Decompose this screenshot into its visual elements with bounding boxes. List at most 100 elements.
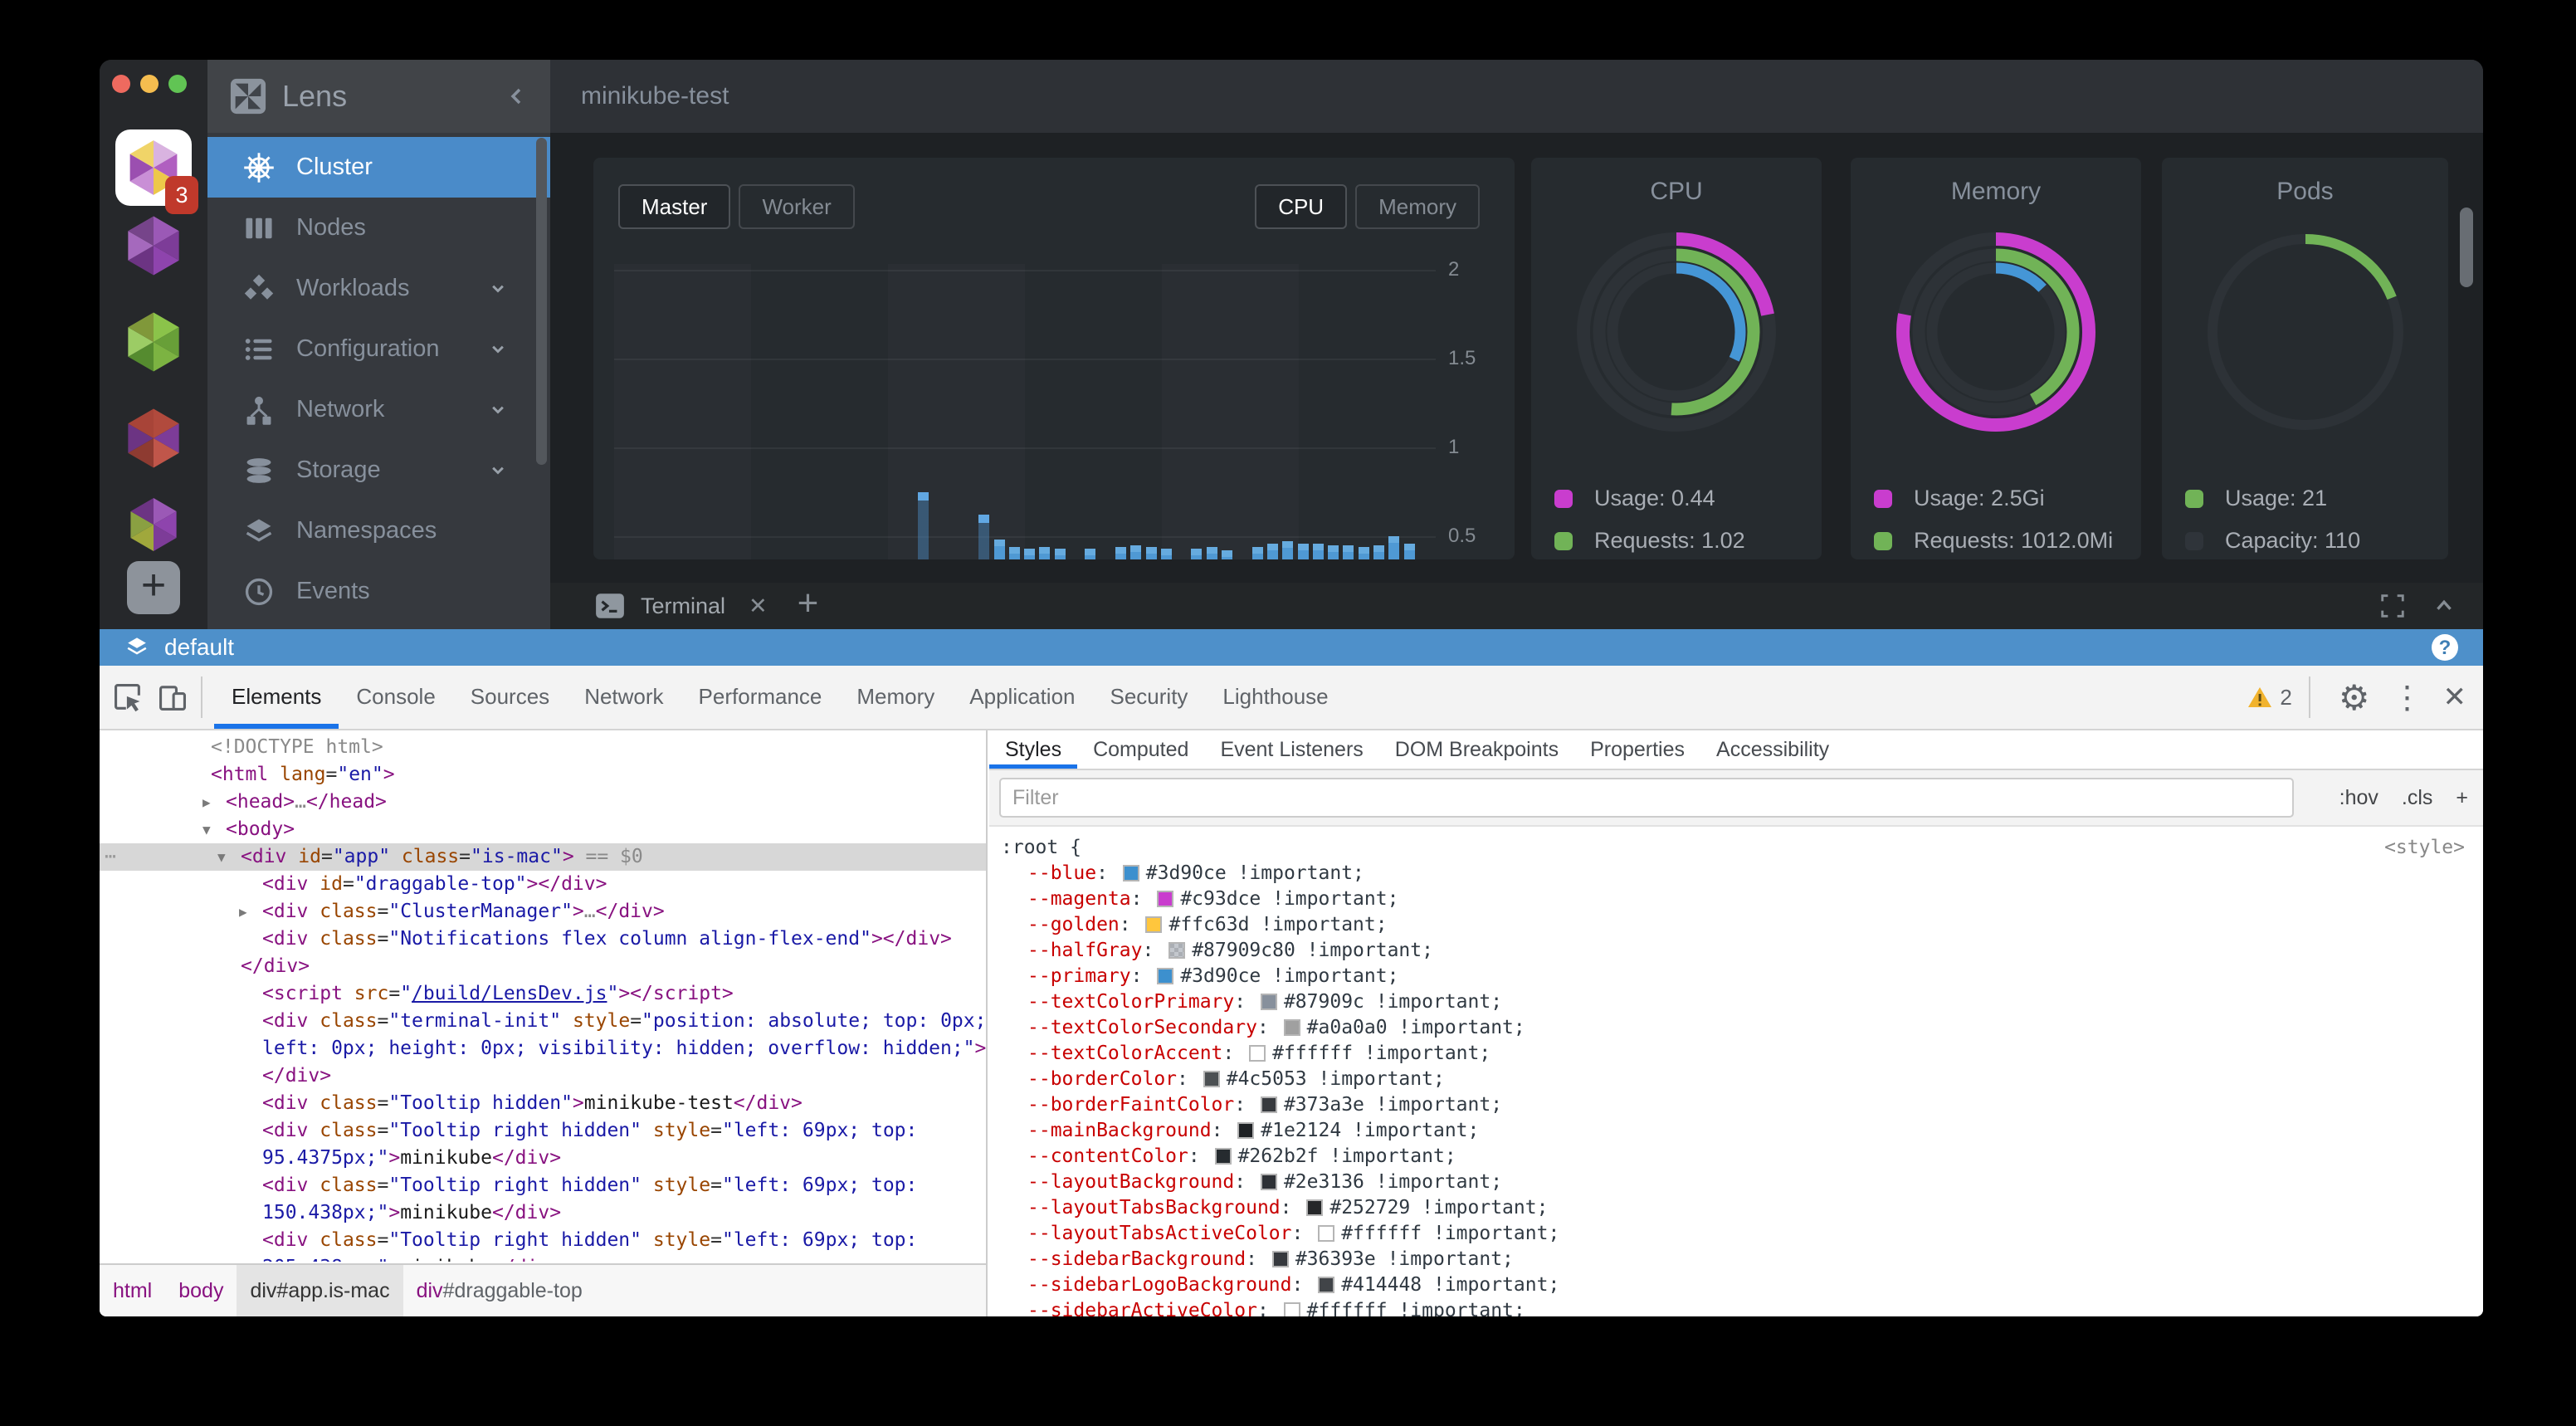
color-swatch[interactable] <box>1283 1019 1300 1036</box>
node-filter-master-button[interactable]: Master <box>618 184 731 229</box>
css-variable-row[interactable]: --layoutBackground: #2e3136 !important; <box>1027 1171 1503 1193</box>
css-variable-row[interactable]: --borderColor: #4c5053 !important; <box>1027 1068 1445 1090</box>
devtools-tab-memory[interactable]: Memory <box>856 684 935 709</box>
dom-tree-node[interactable]: <div class="Notifications flex column al… <box>262 928 952 950</box>
cluster-1-icon[interactable]: 3 <box>115 129 198 214</box>
expanded-arrow-icon[interactable]: ▼ <box>202 822 211 838</box>
css-variable-row[interactable]: --sidebarBackground: #36393e !important; <box>1027 1248 1514 1270</box>
dom-tree-node[interactable]: <div class="terminal-init" style="positi… <box>262 1010 986 1032</box>
color-swatch[interactable] <box>1318 1225 1335 1242</box>
css-variable-row[interactable]: --layoutTabsActiveColor: #ffffff !import… <box>1027 1223 1560 1244</box>
color-swatch[interactable] <box>1214 1148 1232 1165</box>
dom-tree-node[interactable]: <div id="draggable-top"></div> <box>262 873 607 895</box>
breadcrumb-item[interactable]: div #draggable-top <box>416 1278 583 1302</box>
sidebar-item-network[interactable]: Network <box>207 379 550 440</box>
terminal-close-icon[interactable]: ✕ <box>749 593 768 618</box>
expanded-arrow-icon[interactable]: ▼ <box>217 849 226 865</box>
css-variable-row[interactable]: --golden: #ffc63d !important; <box>1027 914 1388 935</box>
chevron-down-icon[interactable] <box>485 337 510 362</box>
dom-tree-node[interactable]: <div class="Tooltip right hidden" style=… <box>262 1174 918 1196</box>
chevron-down-icon[interactable] <box>485 276 510 301</box>
color-swatch[interactable] <box>1168 942 1186 959</box>
color-swatch[interactable] <box>1283 1302 1300 1316</box>
breadcrumb-item[interactable]: html <box>113 1278 153 1302</box>
dom-tree-node[interactable]: left: 0px; height: 0px; visibility: hidd… <box>262 1038 986 1059</box>
sidebar-item-storage[interactable]: Storage <box>207 440 550 501</box>
css-variable-row[interactable]: --primary: #3d90ce !important; <box>1027 965 1399 987</box>
styles-filter-input[interactable] <box>999 778 2294 818</box>
pseudo-toggle-[interactable]: + <box>2456 785 2468 809</box>
dom-tree-node[interactable]: <script src="/build/LensDev.js"></script… <box>262 983 734 1004</box>
css-variable-row[interactable]: --textColorAccent: #ffffff !important; <box>1027 1043 1491 1064</box>
style-source-link[interactable]: <style> <box>2384 837 2465 858</box>
css-variable-row[interactable]: --mainBackground: #1e2124 !important; <box>1027 1120 1480 1141</box>
styles-subtab-styles[interactable]: Styles <box>989 730 1077 769</box>
sidebar-scrollbar[interactable] <box>536 138 547 465</box>
styles-subtab-dom-breakpoints[interactable]: DOM Breakpoints <box>1394 738 1559 761</box>
css-variable-row[interactable]: --textColorSecondary: #a0a0a0 !important… <box>1027 1017 1525 1038</box>
color-swatch[interactable] <box>1122 865 1139 881</box>
terminal-fullscreen-icon[interactable] <box>2378 592 2407 620</box>
collapsed-arrow-icon[interactable]: ▶ <box>239 904 247 920</box>
devtools-tab-performance[interactable]: Performance <box>698 684 822 709</box>
color-swatch[interactable] <box>1271 1251 1289 1267</box>
devtools-tab-application[interactable]: Application <box>969 684 1076 709</box>
chevron-down-icon[interactable] <box>485 398 510 422</box>
chevron-down-icon[interactable] <box>485 458 510 483</box>
breadcrumb-item[interactable]: body <box>178 1278 224 1302</box>
cluster-5-icon[interactable] <box>124 495 183 554</box>
console-warnings-badge[interactable]: 2 <box>2247 684 2292 711</box>
sidebar-item-configuration[interactable]: Configuration <box>207 319 550 379</box>
metric-toggle-memory-button[interactable]: Memory <box>1355 184 1480 229</box>
styles-subtab-properties[interactable]: Properties <box>1590 738 1686 761</box>
css-selector[interactable]: :root { <box>1001 837 1081 858</box>
dom-tree-node[interactable]: <div class="Tooltip right hidden" style=… <box>262 1229 918 1251</box>
color-swatch[interactable] <box>1306 1199 1324 1216</box>
color-swatch[interactable] <box>1157 968 1174 984</box>
cluster-2-icon[interactable] <box>120 212 187 279</box>
add-cluster-button[interactable]: + <box>127 561 180 614</box>
dom-tree-node[interactable]: ▶ <head>…</head> <box>100 789 986 816</box>
color-swatch[interactable] <box>1260 1174 1277 1190</box>
dom-tree-node[interactable]: <html lang="en"> <box>211 764 395 785</box>
dom-tree-node[interactable]: <div class="Tooltip hidden">minikube-tes… <box>262 1092 803 1114</box>
css-variable-row[interactable]: --magenta: #c93dce !important; <box>1027 888 1399 910</box>
color-swatch[interactable] <box>1318 1277 1335 1293</box>
terminal-tab-label[interactable]: Terminal <box>641 593 726 618</box>
metric-toggle-cpu-button[interactable]: CPU <box>1255 184 1348 229</box>
styles-subtab-computed[interactable]: Computed <box>1093 738 1189 761</box>
color-swatch[interactable] <box>1203 1071 1220 1087</box>
namespace-label[interactable]: default <box>164 634 235 660</box>
kebab-menu-icon[interactable]: ⋮ <box>2391 680 2423 715</box>
zoom-traffic-light[interactable] <box>168 75 187 93</box>
help-icon[interactable]: ? <box>2430 632 2460 662</box>
pseudo-toggle-cls[interactable]: .cls <box>2401 785 2433 809</box>
dom-tree-node[interactable]: 150.438px;">minikube</div> <box>262 1202 562 1223</box>
dom-tree-node[interactable]: </div> <box>241 955 310 977</box>
terminal-add-icon[interactable]: + <box>797 583 819 623</box>
inspect-element-icon[interactable] <box>111 681 144 714</box>
devtools-tab-elements[interactable]: Elements <box>214 666 339 729</box>
color-swatch[interactable] <box>1157 891 1174 907</box>
devtools-tab-network[interactable]: Network <box>584 684 664 709</box>
collapse-sidebar-icon[interactable] <box>502 81 532 111</box>
devtools-tab-console[interactable]: Console <box>356 684 436 709</box>
pseudo-toggle-hov[interactable]: :hov <box>2339 785 2378 809</box>
color-swatch[interactable] <box>1260 994 1277 1010</box>
device-toolbar-icon[interactable] <box>156 681 189 714</box>
css-variable-row[interactable]: --sidebarLogoBackground: #414448 !import… <box>1027 1274 1560 1296</box>
css-variable-row[interactable]: --layoutTabsBackground: #252729 !importa… <box>1027 1197 1549 1218</box>
css-variable-row[interactable]: --borderFaintColor: #373a3e !important; <box>1027 1094 1503 1116</box>
color-swatch[interactable] <box>1249 1045 1266 1062</box>
devtools-tab-lighthouse[interactable]: Lighthouse <box>1222 684 1329 709</box>
content-scrollbar[interactable] <box>2460 208 2473 287</box>
dom-tree-node[interactable]: 95.4375px;">minikube</div> <box>262 1147 562 1169</box>
color-swatch[interactable] <box>1260 1096 1277 1113</box>
breadcrumb-item[interactable]: div#app.is-mac <box>237 1265 403 1316</box>
css-variable-row[interactable]: --textColorPrimary: #87909c !important; <box>1027 991 1503 1013</box>
node-filter-worker-button[interactable]: Worker <box>739 184 855 229</box>
dom-tree-node[interactable]: <!DOCTYPE html> <box>211 736 383 758</box>
css-variable-row[interactable]: --sidebarActiveColor: #ffffff !important… <box>989 1298 2483 1316</box>
minimize-traffic-light[interactable] <box>140 75 159 93</box>
styles-subtab-accessibility[interactable]: Accessibility <box>1716 738 1830 761</box>
